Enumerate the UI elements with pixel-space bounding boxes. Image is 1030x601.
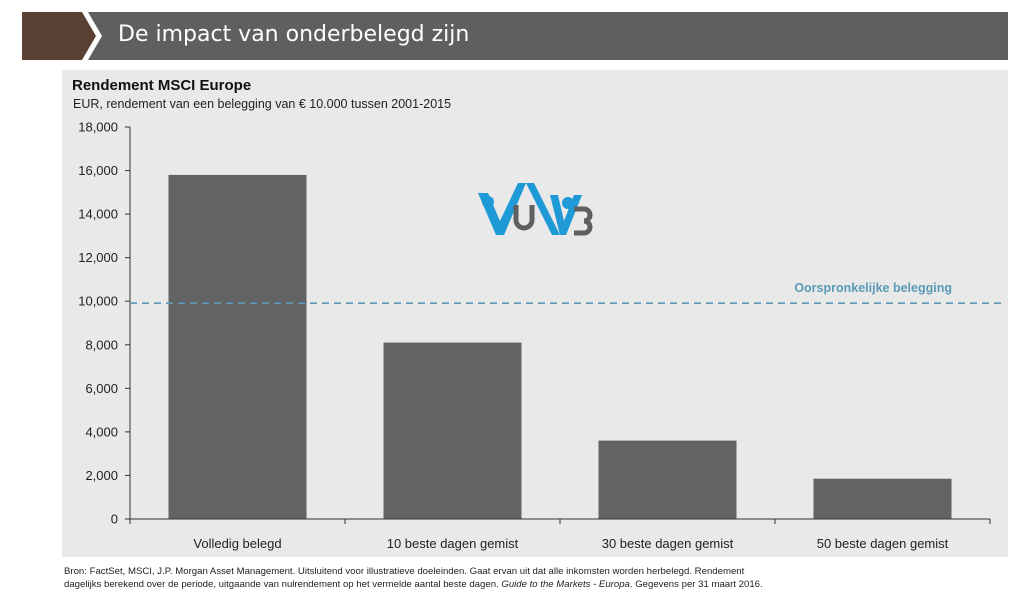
y-tick-label: 18,000 bbox=[78, 120, 118, 135]
footnote: Bron: FactSet, MSCI, J.P. Morgan Asset M… bbox=[64, 565, 763, 591]
y-tick-label: 16,000 bbox=[78, 163, 118, 178]
y-tick-label: 14,000 bbox=[78, 207, 118, 222]
x-tick-label: Volledig belegd bbox=[193, 536, 281, 551]
reference-line-label: Oorspronkelijke belegging bbox=[794, 281, 952, 295]
footnote-line-1: Bron: FactSet, MSCI, J.P. Morgan Asset M… bbox=[64, 566, 745, 577]
page-title: De impact van onderbelegd zijn bbox=[118, 22, 470, 47]
x-tick-label: 50 beste dagen gemist bbox=[817, 536, 949, 551]
y-tick-label: 0 bbox=[111, 512, 118, 527]
bar-1 bbox=[383, 342, 522, 519]
chart-title: Rendement MSCI Europe bbox=[72, 77, 252, 94]
x-tick-label: 10 beste dagen gemist bbox=[387, 536, 519, 551]
y-tick-label: 10,000 bbox=[78, 294, 118, 309]
y-tick-label: 12,000 bbox=[78, 250, 118, 265]
footnote-source-title: Guide to the Markets - Europa bbox=[501, 579, 630, 590]
bar-2 bbox=[598, 440, 737, 519]
x-tick-label: 30 beste dagen gemist bbox=[602, 536, 734, 551]
header-bar bbox=[22, 12, 1008, 60]
chart-subtitle: EUR, rendement van een belegging van € 1… bbox=[73, 97, 452, 111]
header-chevron bbox=[22, 12, 102, 60]
footnote-text: dagelijks berekend over de periode, uitg… bbox=[64, 579, 502, 590]
y-tick-label: 6,000 bbox=[85, 381, 118, 396]
bar-0 bbox=[168, 174, 307, 519]
bar-3 bbox=[813, 478, 952, 519]
y-tick-label: 8,000 bbox=[85, 337, 118, 352]
footnote-date: . Gegevens per 31 maart 2016. bbox=[629, 579, 763, 590]
footnote-line-2: dagelijks berekend over de periode, uitg… bbox=[64, 578, 763, 591]
y-tick-label: 2,000 bbox=[85, 468, 118, 483]
y-tick-label: 4,000 bbox=[85, 424, 118, 439]
